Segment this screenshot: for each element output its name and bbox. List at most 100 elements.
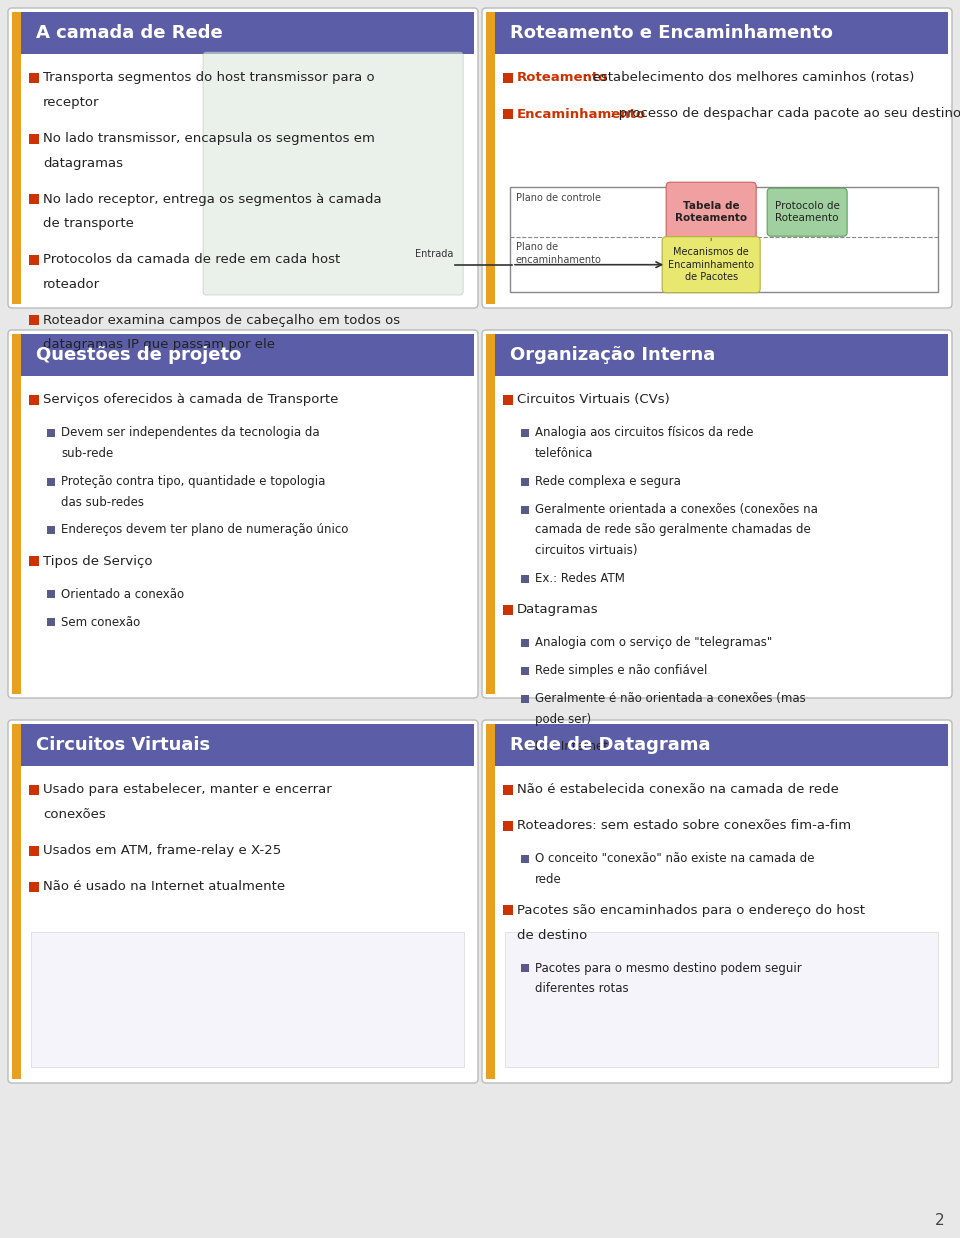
FancyBboxPatch shape [8,721,478,1083]
Bar [521,666,529,675]
Text: receptor: receptor [43,97,100,109]
Bar [47,618,55,626]
Text: 2: 2 [935,1213,945,1228]
Bar [503,73,513,83]
Text: Ex.: Internet: Ex.: Internet [535,740,608,754]
Text: Geralmente é não orientada a conexões (mas: Geralmente é não orientada a conexões (m… [535,692,805,704]
Text: Organização Interna: Organização Interna [510,345,715,364]
FancyBboxPatch shape [767,188,847,236]
Text: Roteamento e Encaminhamento: Roteamento e Encaminhamento [510,24,833,42]
Bar [521,505,529,514]
Text: Pacotes para o mesmo destino podem seguir: Pacotes para o mesmo destino podem segui… [535,962,802,974]
Bar [495,724,948,766]
Text: datagramas IP que passam por ele: datagramas IP que passam por ele [43,338,275,352]
Text: Entrada: Entrada [415,249,453,259]
Bar [47,526,55,534]
Bar [510,187,938,292]
Text: pode ser): pode ser) [535,713,591,725]
Text: A camada de Rede: A camada de Rede [36,24,223,42]
Text: Devem ser independentes da tecnologia da: Devem ser independentes da tecnologia da [61,427,320,439]
Bar [29,134,39,144]
Text: O conceito "conexão" não existe na camada de: O conceito "conexão" não existe na camad… [535,853,814,865]
Bar [521,574,529,583]
FancyBboxPatch shape [8,331,478,698]
FancyBboxPatch shape [482,721,952,1083]
Text: Datagramas: Datagramas [517,603,599,617]
Bar [29,556,39,566]
Text: circuitos virtuais): circuitos virtuais) [535,543,637,557]
Bar [503,604,513,614]
Text: Protocolo de
Roteamento: Protocolo de Roteamento [775,201,840,223]
Text: Protocolos da camada de rede em cada host: Protocolos da camada de rede em cada hos… [43,254,340,266]
FancyBboxPatch shape [505,932,938,1067]
Text: Usados em ATM, frame-relay e X-25: Usados em ATM, frame-relay e X-25 [43,844,281,857]
Bar [29,846,39,855]
Text: Usado para estabelecer, manter e encerrar: Usado para estabelecer, manter e encerra… [43,784,332,796]
Text: de transporte: de transporte [43,218,133,230]
Text: roteador: roteador [43,277,100,291]
Text: Rede de Datagrama: Rede de Datagrama [510,737,710,754]
Bar [521,743,529,751]
FancyBboxPatch shape [666,182,756,243]
Text: Geralmente orientada a conexões (conexões na: Geralmente orientada a conexões (conexõe… [535,503,818,516]
Text: Encaminhamento: Encaminhamento [517,108,646,120]
FancyBboxPatch shape [482,331,952,698]
Bar [29,194,39,204]
Text: Circuitos Virtuais: Circuitos Virtuais [36,737,210,754]
Bar [486,724,495,1080]
Text: Rede simples e não confiável: Rede simples e não confiável [535,664,708,677]
Text: Roteadores: sem estado sobre conexões fim-a-fim: Roteadores: sem estado sobre conexões fi… [517,820,852,832]
Text: : processo de despachar cada pacote ao seu destino ou sistema intermediário: : processo de despachar cada pacote ao s… [611,108,960,120]
Bar [12,12,21,305]
Bar [29,316,39,326]
FancyBboxPatch shape [482,7,952,308]
Text: de destino: de destino [517,928,588,942]
Bar [521,964,529,972]
Text: Rede complexa e segura: Rede complexa e segura [535,475,681,488]
FancyBboxPatch shape [662,236,760,292]
Text: Proteção contra tipo, quantidade e topologia: Proteção contra tipo, quantidade e topol… [61,475,325,488]
Text: camada de rede são geralmente chamadas de: camada de rede são geralmente chamadas d… [535,524,811,536]
Text: : estabelecimento dos melhores caminhos (rotas): : estabelecimento dos melhores caminhos … [584,72,914,84]
Bar [47,430,55,437]
Bar [47,591,55,598]
Text: Ex.: Redes ATM: Ex.: Redes ATM [535,572,625,586]
Bar [486,12,495,305]
Text: telefônica: telefônica [535,447,593,461]
Bar [521,430,529,437]
Text: Analogia aos circuitos físicos da rede: Analogia aos circuitos físicos da rede [535,427,754,439]
Bar [503,785,513,795]
Bar [521,695,529,702]
Text: Plano de
encaminhamento: Plano de encaminhamento [516,243,602,265]
FancyBboxPatch shape [204,52,463,295]
Bar [503,821,513,831]
Text: Plano de controle: Plano de controle [516,193,601,203]
Text: Roteamento: Roteamento [517,72,609,84]
Bar [29,255,39,265]
Bar [21,12,474,54]
Text: Pacotes são encaminhados para o endereço do host: Pacotes são encaminhados para o endereço… [517,904,865,917]
Bar [12,724,21,1080]
Bar [495,334,948,376]
Bar [47,478,55,485]
Text: No lado transmissor, encapsula os segmentos em: No lado transmissor, encapsula os segmen… [43,132,374,145]
FancyBboxPatch shape [31,932,464,1067]
Text: Tabela de
Roteamento: Tabela de Roteamento [675,201,747,223]
Text: Tipos de Serviço: Tipos de Serviço [43,555,153,567]
Bar [495,12,948,54]
Bar [521,478,529,485]
Bar [503,109,513,119]
Text: Circuitos Virtuais (CVs): Circuitos Virtuais (CVs) [517,394,670,406]
Text: datagramas: datagramas [43,157,123,170]
Bar [29,395,39,405]
Text: conexões: conexões [43,808,106,821]
Text: Orientado a conexão: Orientado a conexão [61,588,184,600]
Text: No lado receptor, entrega os segmentos à camada: No lado receptor, entrega os segmentos à… [43,193,382,206]
Bar [29,881,39,891]
Text: Não é usado na Internet atualmente: Não é usado na Internet atualmente [43,880,285,893]
Text: Serviços oferecidos à camada de Transporte: Serviços oferecidos à camada de Transpor… [43,394,338,406]
Bar [521,639,529,646]
Text: sub-rede: sub-rede [61,447,113,461]
Bar [29,785,39,795]
Text: das sub-redes: das sub-redes [61,495,144,509]
